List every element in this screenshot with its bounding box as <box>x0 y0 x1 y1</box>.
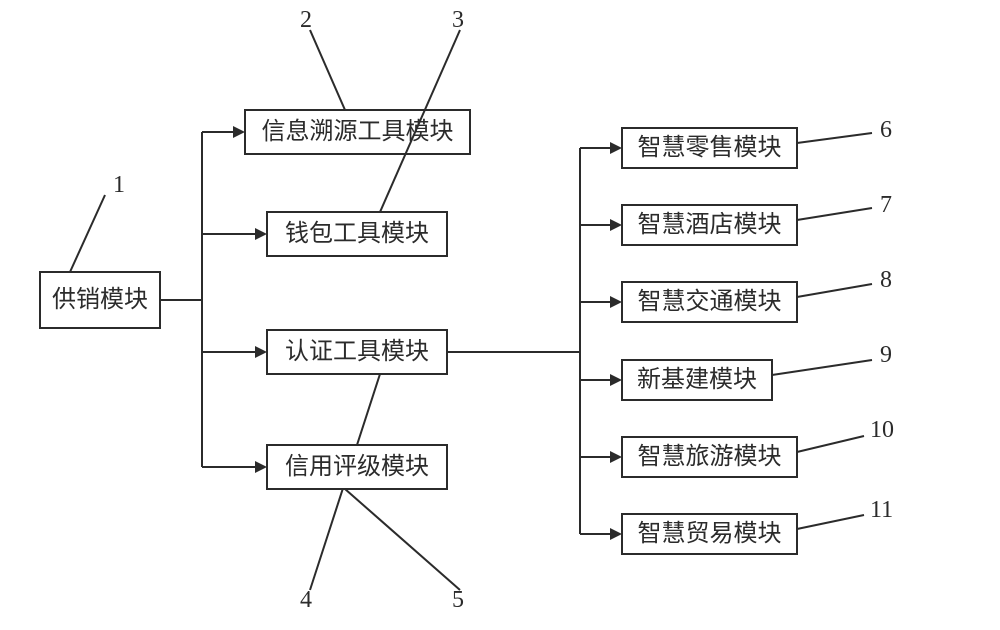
callout-num-n1: 1 <box>113 172 125 198</box>
callout-num-n2: 2 <box>300 7 312 33</box>
callout-num-n6: 6 <box>880 117 892 143</box>
node-label-n7: 智慧酒店模块 <box>638 211 782 238</box>
node-label-n10: 智慧旅游模块 <box>638 443 782 470</box>
node-label-n4: 认证工具模块 <box>285 338 429 365</box>
callout-num-n9: 9 <box>880 342 892 368</box>
callout-num-n7: 7 <box>880 192 892 218</box>
callout-lead-n7 <box>797 208 872 220</box>
node-label-n1: 供销模块 <box>52 286 148 313</box>
node-label-n5: 信用评级模块 <box>285 453 429 480</box>
callout-num-n5: 5 <box>452 587 464 613</box>
node-label-n6: 智慧零售模块 <box>638 134 782 161</box>
node-label-n11: 智慧贸易模块 <box>638 520 782 547</box>
arrowhead <box>610 451 622 463</box>
callout-lead-n8 <box>797 284 872 297</box>
arrowhead <box>255 346 267 358</box>
arrowhead <box>610 296 622 308</box>
callout-lead-n5 <box>345 489 460 590</box>
arrowhead <box>610 142 622 154</box>
callout-num-n4: 4 <box>300 587 312 613</box>
node-label-n2: 信息溯源工具模块 <box>262 118 454 145</box>
callout-lead-n10 <box>797 436 864 452</box>
callout-num-n11: 11 <box>870 497 893 523</box>
callout-lead-n1 <box>70 195 105 272</box>
diagram-canvas: 供销模块 1 信息溯源工具模块 2 钱包工具模块 3 认证工具模块 4 信用评级模块 5 智慧零售模… <box>0 0 1000 630</box>
callout-lead-n2 <box>310 30 345 110</box>
callout-lead-n11 <box>797 515 864 529</box>
callout-lead-n6 <box>797 133 872 143</box>
arrowhead <box>255 228 267 240</box>
arrowhead <box>610 528 622 540</box>
callout-num-n3: 3 <box>452 7 464 33</box>
node-label-n3: 钱包工具模块 <box>285 220 429 247</box>
callout-lead-n9 <box>772 360 872 375</box>
callout-num-n10: 10 <box>870 417 894 443</box>
node-label-n8: 智慧交通模块 <box>638 288 782 315</box>
arrowhead <box>255 461 267 473</box>
arrowhead <box>610 374 622 386</box>
callout-num-n8: 8 <box>880 267 892 293</box>
node-label-n9: 新基建模块 <box>637 366 757 393</box>
arrowhead <box>610 219 622 231</box>
arrowhead <box>233 126 245 138</box>
